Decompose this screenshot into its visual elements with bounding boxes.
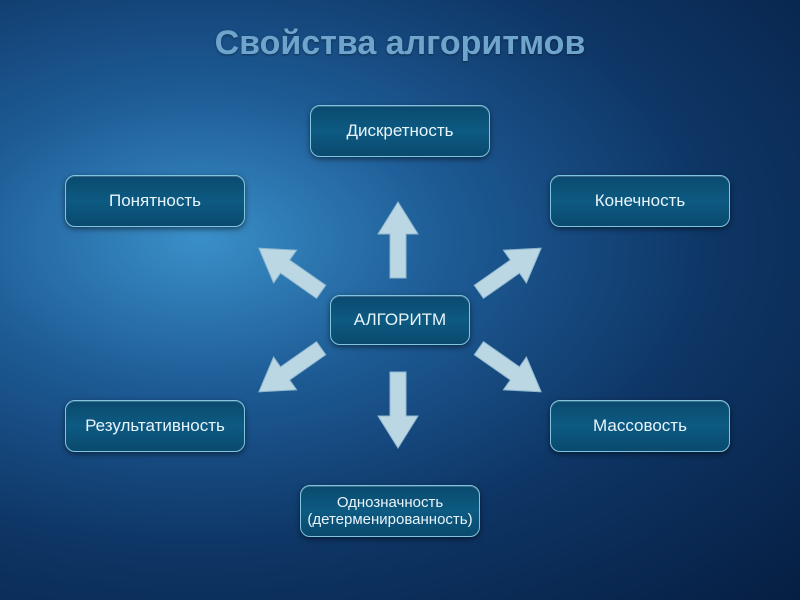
page-title: Свойства алгоритмов (0, 0, 800, 63)
arrow-to-clarity (245, 229, 336, 311)
node-label: Понятность (109, 191, 201, 211)
arrow-to-discreteness (376, 200, 420, 280)
node-label: Однозначность (детерменированность) (307, 494, 472, 529)
node-mass: Массовость (550, 400, 730, 452)
node-finiteness: Конечность (550, 175, 730, 227)
node-discreteness: Дискретность (310, 105, 490, 157)
node-label: Дискретность (346, 121, 453, 141)
node-clarity: Понятность (65, 175, 245, 227)
node-unambiguity: Однозначность (детерменированность) (300, 485, 480, 537)
arrow-to-unambiguity (376, 370, 420, 450)
node-label: Результативность (85, 416, 225, 436)
node-label: Конечность (595, 191, 685, 211)
node-effectiveness: Результативность (65, 400, 245, 452)
arrow-to-effectiveness (245, 329, 336, 411)
center-node-algorithm: АЛГОРИТМ (330, 295, 470, 345)
arrow-to-mass (465, 329, 556, 411)
arrow-to-finiteness (465, 229, 556, 311)
diagram-canvas: АЛГОРИТМ Дискретность Конечность Массово… (0, 70, 800, 600)
node-label: Массовость (593, 416, 687, 436)
